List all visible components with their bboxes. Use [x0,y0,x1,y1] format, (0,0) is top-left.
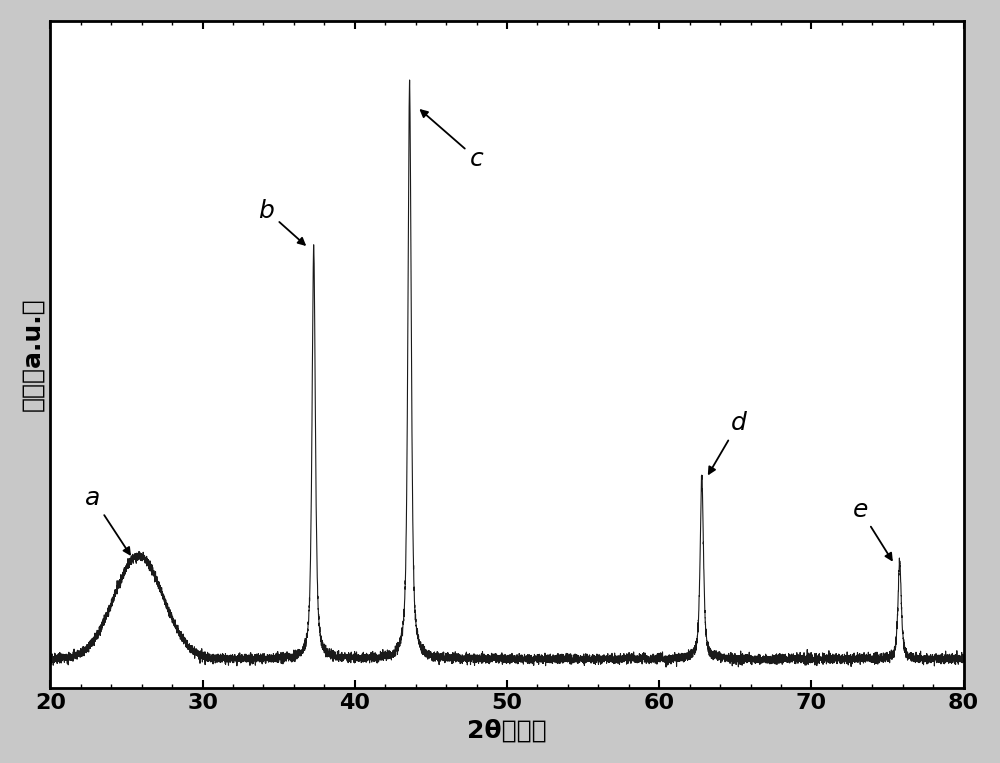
Y-axis label: 强度（a.u.）: 强度（a.u.） [21,298,45,411]
Text: b: b [259,198,305,245]
Text: a: a [85,486,130,555]
Text: d: d [709,411,746,474]
Text: c: c [421,110,483,171]
Text: e: e [852,497,892,560]
X-axis label: 2θ（度）: 2θ（度） [467,718,547,742]
